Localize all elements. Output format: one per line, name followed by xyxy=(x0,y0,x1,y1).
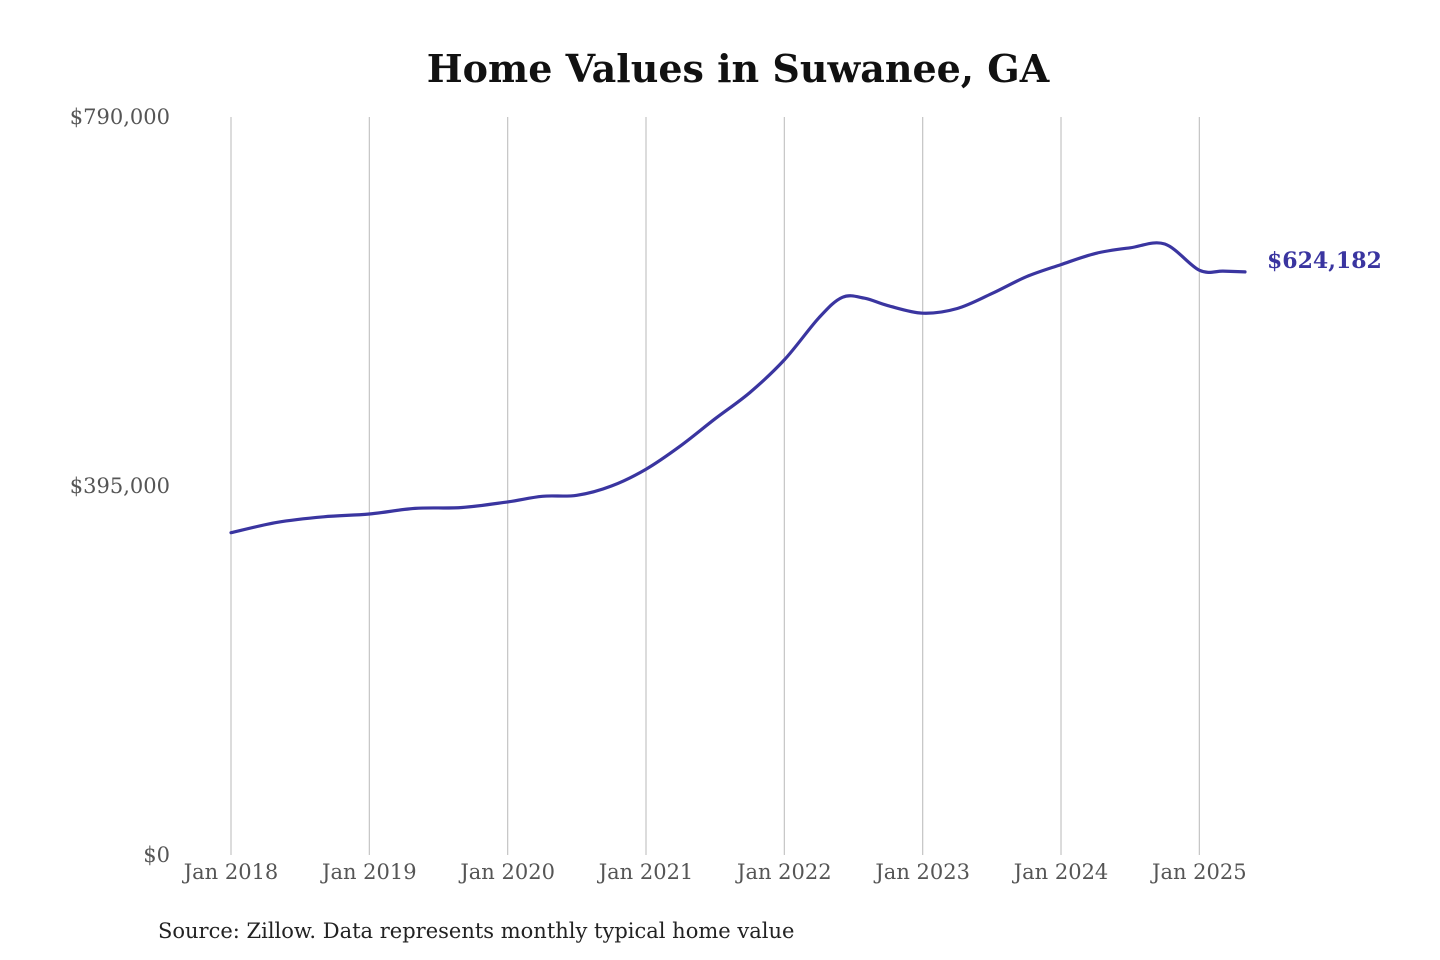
series-line xyxy=(229,241,1247,535)
x-tick-label: Jan 2018 xyxy=(182,860,279,884)
chart-title: Home Values in Suwanee, GA xyxy=(427,46,1050,91)
series-layer xyxy=(229,241,1247,535)
x-tick-label: Jan 2023 xyxy=(873,860,970,884)
x-tick-label: Jan 2021 xyxy=(597,860,694,884)
gridlines xyxy=(230,117,1200,855)
x-axis-ticks: Jan 2018 Jan 2019 Jan 2020 Jan 2021 Jan 2022… xyxy=(182,860,1247,884)
last-value-label: $624,182 xyxy=(1267,248,1382,274)
x-tick-label: Jan 2020 xyxy=(458,860,555,884)
x-tick-label: Jan 2024 xyxy=(1012,860,1109,884)
y-tick-label: $790,000 xyxy=(70,105,170,129)
y-tick-label: $395,000 xyxy=(70,474,170,498)
y-axis-ticks: $790,000 $395,000 $0 xyxy=(70,105,170,867)
x-tick-label: Jan 2019 xyxy=(320,860,417,884)
x-tick-label: Jan 2025 xyxy=(1150,860,1247,884)
source-note: Source: Zillow. Data represents monthly … xyxy=(158,919,794,943)
y-tick-label: $0 xyxy=(143,843,170,867)
x-tick-label: Jan 2022 xyxy=(735,860,832,884)
